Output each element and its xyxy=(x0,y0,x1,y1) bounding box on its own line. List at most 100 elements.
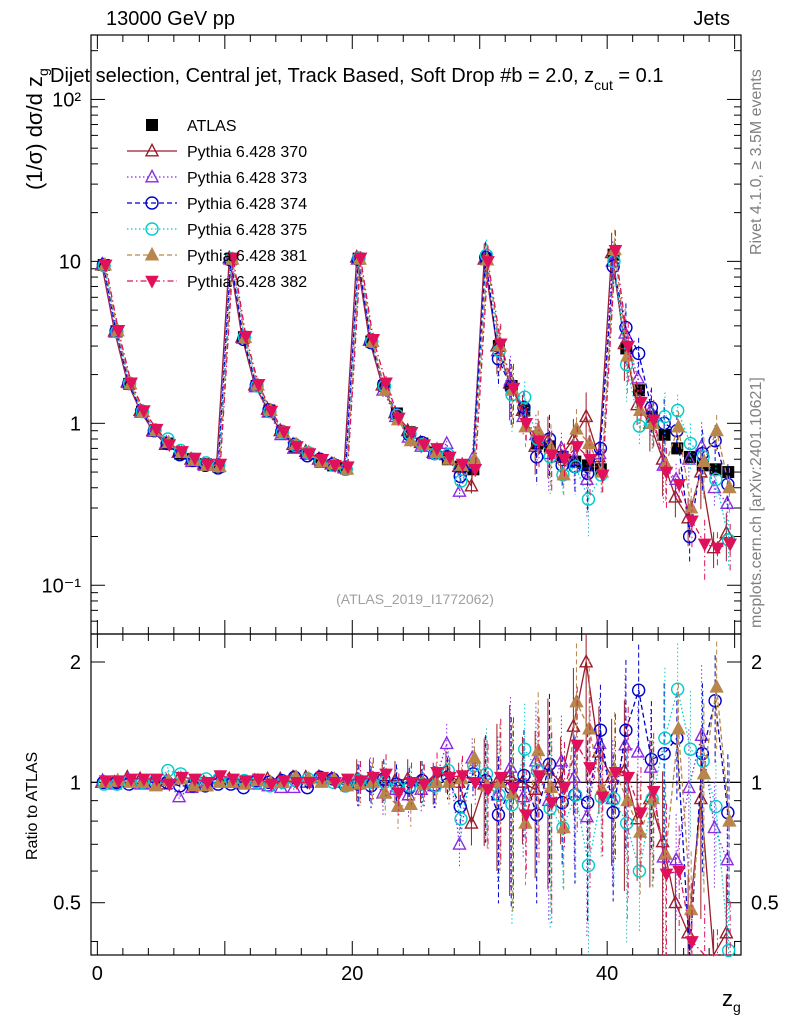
data-point xyxy=(137,773,151,787)
data-point xyxy=(568,459,583,474)
data-point xyxy=(532,770,546,784)
data-point xyxy=(439,735,454,750)
data-point xyxy=(430,766,444,780)
data-point xyxy=(670,682,685,696)
data-point xyxy=(468,464,483,477)
data-point xyxy=(578,408,594,423)
data-point xyxy=(111,325,126,339)
data-point xyxy=(719,924,734,939)
data-point xyxy=(353,252,368,266)
data-point xyxy=(213,770,228,784)
data-point xyxy=(442,451,457,465)
energy-label: 13000 GeV pp xyxy=(106,8,235,30)
data-point xyxy=(668,851,684,866)
series-line xyxy=(104,249,731,509)
y-axis-label: (1/σ) dσ/d zg xyxy=(22,68,51,190)
data-point xyxy=(719,495,735,509)
data-point xyxy=(685,936,699,950)
data-point xyxy=(568,788,583,802)
data-point xyxy=(481,256,495,270)
data-point xyxy=(391,787,406,801)
data-point xyxy=(632,864,647,878)
data-point xyxy=(579,808,595,823)
data-point xyxy=(464,477,479,492)
data-point xyxy=(403,796,418,811)
legend-label: ATLAS xyxy=(187,118,237,135)
data-point xyxy=(621,340,636,354)
data-point xyxy=(519,809,534,823)
data-point xyxy=(490,786,505,801)
data-point xyxy=(682,529,697,544)
legend-label: Pythia 6.428 373 xyxy=(187,170,307,187)
data-point xyxy=(634,807,648,821)
data-point xyxy=(145,222,159,236)
data-point xyxy=(171,788,187,803)
data-point xyxy=(671,418,686,433)
data-point xyxy=(659,868,674,882)
data-point xyxy=(518,815,533,829)
data-point xyxy=(529,450,544,464)
ratio-tick-label: 2 xyxy=(751,652,762,674)
data-point xyxy=(430,443,444,457)
data-point xyxy=(290,441,304,455)
data-point xyxy=(668,489,683,503)
data-point xyxy=(340,461,355,475)
data-point xyxy=(366,771,381,785)
data-point xyxy=(570,739,585,753)
data-point xyxy=(404,777,419,791)
data-point xyxy=(162,439,177,453)
category-label: Jets xyxy=(693,8,730,30)
data-point xyxy=(315,453,330,467)
x-ticks xyxy=(96,35,736,955)
y-tick-label: 1 xyxy=(70,413,81,435)
x-axis-label: zg xyxy=(722,986,741,1015)
data-point xyxy=(517,768,531,783)
data-point xyxy=(644,752,659,767)
data-point xyxy=(124,377,138,391)
ratio-y-ticks xyxy=(91,661,741,942)
y-tick-label: 10 xyxy=(59,251,81,273)
data-point xyxy=(251,773,266,787)
data-point xyxy=(492,788,506,802)
data-point xyxy=(569,693,584,708)
data-point xyxy=(264,778,279,792)
legend-label: Pythia 6.428 381 xyxy=(187,248,307,265)
data-point xyxy=(111,775,126,789)
legend: ATLAS Pythia 6.428 370 Pythia 6.428 373 Pyt… xyxy=(127,118,307,291)
data-point xyxy=(631,346,646,361)
y-tick-label: 10² xyxy=(52,89,81,111)
data-point xyxy=(137,405,151,419)
data-point xyxy=(630,744,646,758)
data-point xyxy=(98,259,113,273)
data-point xyxy=(697,538,712,552)
data-point xyxy=(442,771,457,785)
data-point xyxy=(328,460,342,474)
data-point xyxy=(710,542,725,556)
data-point xyxy=(452,483,467,497)
data-point xyxy=(213,458,228,472)
data-point xyxy=(709,472,723,487)
data-point xyxy=(685,515,699,529)
data-point xyxy=(145,196,159,210)
data-point xyxy=(149,773,164,787)
data-point xyxy=(620,792,635,807)
data-point xyxy=(518,742,532,756)
data-point xyxy=(608,766,623,780)
data-point xyxy=(694,727,709,741)
data-point xyxy=(580,466,595,481)
data-point xyxy=(634,396,648,410)
data-point xyxy=(506,382,521,396)
data-point xyxy=(633,402,648,416)
data-point xyxy=(709,799,723,814)
data-point xyxy=(468,777,483,791)
data-point xyxy=(454,474,468,488)
data-point xyxy=(658,731,672,745)
data-point xyxy=(591,448,607,463)
data-point xyxy=(719,524,734,539)
data-point xyxy=(707,819,722,834)
data-point xyxy=(290,777,304,791)
data-point xyxy=(681,779,697,794)
data-point xyxy=(481,784,495,798)
data-point xyxy=(529,808,544,822)
